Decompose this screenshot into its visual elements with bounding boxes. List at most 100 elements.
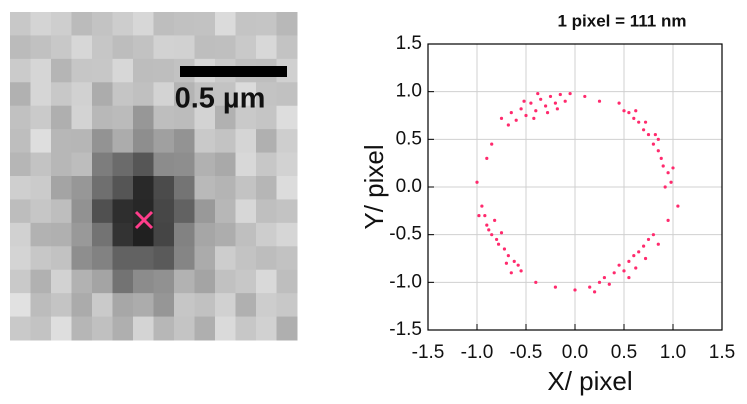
data-point bbox=[612, 271, 616, 275]
image-pixel bbox=[112, 82, 134, 107]
image-pixel bbox=[51, 316, 72, 341]
image-pixel bbox=[276, 222, 298, 247]
y-tick-label: -1.5 bbox=[389, 319, 422, 340]
y-tick-label: 0.5 bbox=[396, 128, 422, 149]
data-point bbox=[502, 247, 507, 251]
image-pixel bbox=[51, 199, 72, 224]
image-pixel bbox=[10, 35, 31, 60]
image-pixel bbox=[71, 246, 93, 271]
image-pixel bbox=[51, 12, 72, 36]
image-pixel bbox=[10, 199, 31, 224]
data-point bbox=[602, 275, 607, 280]
data-point bbox=[651, 142, 656, 146]
image-pixel bbox=[92, 129, 113, 154]
image-pixel bbox=[51, 58, 72, 83]
image-pixel bbox=[133, 35, 154, 60]
data-point bbox=[568, 91, 572, 96]
image-pixel bbox=[276, 199, 298, 224]
image-pixel bbox=[153, 58, 175, 83]
image-pixel bbox=[30, 129, 52, 154]
data-point bbox=[617, 263, 621, 267]
data-point bbox=[499, 231, 504, 235]
image-pixel bbox=[51, 129, 72, 154]
image-pixel bbox=[276, 176, 298, 200]
image-pixel bbox=[112, 269, 134, 294]
image-pixel bbox=[235, 152, 257, 177]
image-pixel bbox=[153, 293, 175, 318]
image-pixel bbox=[194, 152, 216, 177]
data-point bbox=[480, 204, 484, 208]
data-point bbox=[597, 280, 602, 284]
image-pixel bbox=[215, 176, 236, 200]
data-point bbox=[656, 242, 660, 246]
image-pixel bbox=[10, 222, 31, 247]
data-point bbox=[485, 156, 489, 160]
data-point bbox=[646, 132, 651, 137]
image-pixel bbox=[153, 246, 175, 271]
x-axis-label: X/ pixel bbox=[547, 366, 632, 396]
data-point bbox=[637, 250, 641, 254]
data-point bbox=[516, 263, 520, 267]
image-pixel bbox=[153, 269, 175, 294]
image-pixel bbox=[10, 176, 31, 200]
image-pixel bbox=[71, 12, 93, 36]
x-tick-label: 0.0 bbox=[562, 342, 588, 363]
image-pixel bbox=[92, 246, 113, 271]
image-pixel bbox=[194, 176, 216, 200]
data-point bbox=[653, 132, 657, 137]
image-pixel bbox=[112, 152, 134, 177]
data-point bbox=[588, 285, 592, 289]
image-pixel bbox=[276, 12, 298, 36]
data-point bbox=[676, 204, 680, 208]
image-pixel bbox=[194, 199, 216, 224]
data-point bbox=[632, 254, 636, 258]
image-pixel bbox=[10, 316, 31, 341]
image-pixel bbox=[71, 293, 93, 318]
image-pixel bbox=[276, 152, 298, 177]
image-pixel bbox=[92, 293, 113, 318]
data-point bbox=[666, 218, 670, 222]
image-pixel bbox=[215, 129, 236, 154]
data-point bbox=[627, 111, 631, 115]
image-pixel bbox=[215, 35, 236, 60]
data-point bbox=[512, 259, 516, 263]
image-pixel bbox=[153, 222, 175, 247]
image-pixel bbox=[10, 58, 31, 83]
image-pixel bbox=[153, 176, 175, 200]
data-point bbox=[555, 107, 559, 111]
image-pixel bbox=[256, 199, 277, 224]
image-pixel bbox=[30, 269, 52, 294]
data-point bbox=[509, 111, 513, 115]
image-pixel bbox=[174, 129, 195, 154]
image-pixel bbox=[112, 129, 134, 154]
y-tick-label: -1.0 bbox=[389, 271, 422, 292]
scale-bar-label: 0.5 µm bbox=[175, 83, 266, 115]
image-pixel bbox=[51, 293, 72, 318]
image-pixel bbox=[112, 105, 134, 130]
data-point bbox=[669, 180, 673, 184]
image-pixel bbox=[174, 246, 195, 271]
data-point bbox=[504, 261, 508, 265]
image-pixel bbox=[235, 176, 257, 200]
data-point bbox=[666, 171, 670, 175]
image-pixel bbox=[194, 246, 216, 271]
image-pixel bbox=[194, 293, 216, 318]
data-point bbox=[646, 237, 651, 242]
image-pixel bbox=[256, 152, 277, 177]
image-pixel bbox=[256, 246, 277, 271]
image-pixel bbox=[153, 12, 175, 36]
image-pixel bbox=[256, 316, 277, 341]
image-pixel bbox=[92, 152, 113, 177]
image-pixel bbox=[30, 152, 52, 177]
image-pixel bbox=[30, 293, 52, 318]
y-tick-label: 0.0 bbox=[396, 176, 422, 197]
image-pixel bbox=[133, 129, 154, 154]
image-pixel bbox=[30, 316, 52, 341]
image-pixel bbox=[10, 82, 31, 107]
data-point bbox=[593, 290, 597, 294]
image-pixel bbox=[174, 269, 195, 294]
image-pixel bbox=[71, 129, 93, 154]
image-pixel bbox=[235, 269, 257, 294]
image-pixel bbox=[112, 246, 134, 271]
image-pixel bbox=[153, 199, 175, 224]
